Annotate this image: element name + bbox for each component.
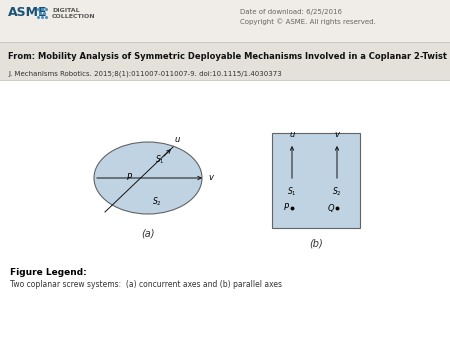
Text: u: u — [289, 130, 295, 139]
Text: $S_2$: $S_2$ — [152, 195, 162, 208]
Ellipse shape — [94, 142, 202, 214]
Text: (a): (a) — [141, 228, 155, 238]
Text: (b): (b) — [309, 238, 323, 248]
Text: COLLECTION: COLLECTION — [52, 15, 95, 20]
Text: From: Mobility Analysis of Symmetric Deployable Mechanisms Involved in a Coplana: From: Mobility Analysis of Symmetric Dep… — [8, 52, 450, 61]
Text: Figure Legend:: Figure Legend: — [10, 268, 87, 277]
Text: Two coplanar screw systems:  (a) concurrent axes and (b) parallel axes: Two coplanar screw systems: (a) concurre… — [10, 280, 282, 289]
Text: P: P — [127, 173, 132, 183]
Text: Date of download: 6/25/2016: Date of download: 6/25/2016 — [240, 9, 342, 15]
Text: $S_1$: $S_1$ — [155, 154, 165, 166]
Text: Q: Q — [328, 203, 334, 213]
Text: P: P — [284, 203, 289, 213]
Text: u: u — [175, 135, 180, 144]
Bar — [0, 80, 450, 338]
Text: v: v — [334, 130, 339, 139]
Text: Copyright © ASME. All rights reserved.: Copyright © ASME. All rights reserved. — [240, 19, 376, 25]
Text: ASME: ASME — [8, 6, 48, 20]
Text: J. Mechanisms Robotics. 2015;8(1):011007-011007-9. doi:10.1115/1.4030373: J. Mechanisms Robotics. 2015;8(1):011007… — [8, 71, 282, 77]
Text: DIGITAL: DIGITAL — [52, 7, 80, 13]
Text: $S_2$: $S_2$ — [332, 186, 342, 198]
Bar — [0, 42, 450, 80]
Text: v: v — [208, 173, 213, 183]
Bar — [272, 133, 360, 228]
Text: $S_1$: $S_1$ — [287, 186, 297, 198]
Bar — [0, 0, 450, 42]
